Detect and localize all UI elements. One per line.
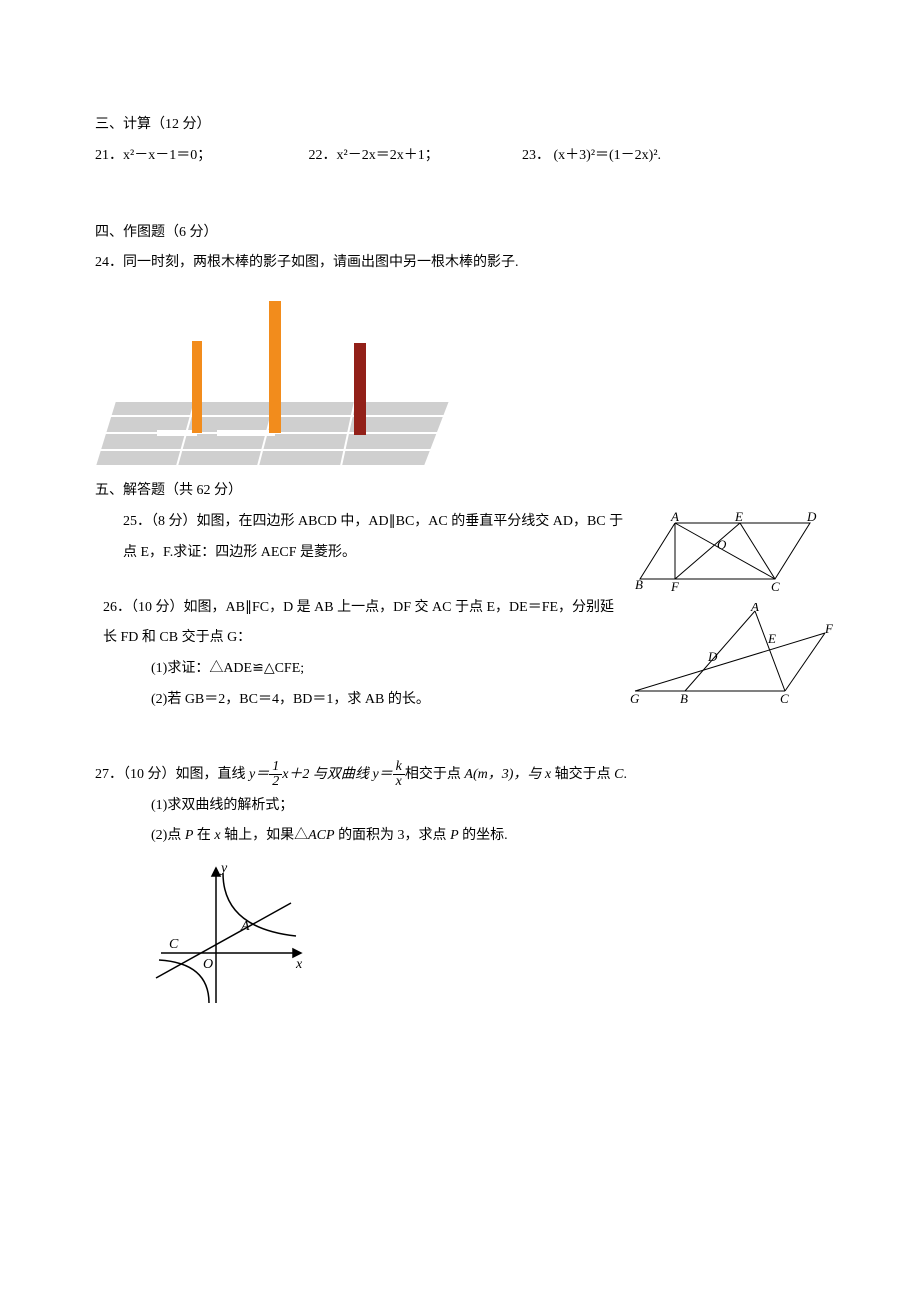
- q27-graph-O: O: [203, 957, 213, 972]
- q26-label-E: E: [767, 631, 776, 646]
- section5-heading: 五、解答题（共 62 分）: [95, 476, 835, 507]
- q26-label-F: F: [824, 621, 834, 636]
- q25-figure: A E D B F C O: [635, 511, 835, 596]
- q25-label-E: E: [734, 511, 743, 524]
- q26-label-D: D: [707, 649, 718, 664]
- q26-figure: A F E D G B C: [630, 603, 835, 703]
- q26-label-B: B: [680, 691, 688, 703]
- q27-end: .: [623, 767, 627, 782]
- q27-graph-y: y: [219, 861, 228, 876]
- q24-figure: [95, 283, 445, 468]
- q25-label-B: B: [635, 577, 643, 592]
- q23: 23． (x＋3)²＝(1－2x)².: [522, 141, 661, 172]
- q27-mid2: 相交于点: [405, 767, 465, 782]
- q22: 22．x²－2x＝2x＋1；: [309, 141, 519, 172]
- calc-equations-row: 21．x²－x－1＝0； 22．x²－2x＝2x＋1； 23． (x＋3)²＝(…: [95, 141, 835, 172]
- q25-label-O: O: [717, 537, 727, 552]
- q27-frac1: 12: [269, 760, 282, 789]
- q26-label-C: C: [780, 691, 789, 703]
- q27-mid3: 轴交于点: [551, 767, 614, 782]
- q21: 21．x²－x－1＝0；: [95, 141, 305, 172]
- q27-A: A: [464, 767, 473, 782]
- q27-graph-x: x: [295, 957, 303, 972]
- q27-sub2: (2)点 P 在 x 轴上，如果△ACP 的面积为 3，求点 P 的坐标.: [95, 821, 835, 852]
- q25-label-A: A: [670, 511, 679, 524]
- q25-label-D: D: [806, 511, 817, 524]
- section3-heading: 三、计算（12 分）: [95, 110, 835, 141]
- q27-frac2: kx: [393, 760, 405, 789]
- q27-graph-A: A: [240, 919, 250, 934]
- q26-label-A: A: [750, 603, 759, 614]
- q27-mid1: x＋2 与双曲线: [282, 767, 372, 782]
- q27-graph: y x O A C: [151, 858, 311, 1008]
- q27-m: (m，3)，与: [473, 767, 545, 782]
- q27-y2: y＝: [372, 767, 392, 782]
- section4-heading: 四、作图题（6 分）: [95, 218, 835, 249]
- q27-y1: y＝: [249, 767, 269, 782]
- q24-text: 24．同一时刻，两根木棒的影子如图，请画出图中另一根木棒的影子.: [95, 248, 835, 279]
- q27-graph-C: C: [169, 937, 179, 952]
- q27-sub1: (1)求双曲线的解析式；: [95, 791, 835, 822]
- q27-prefix: 27．（10 分）如图，直线: [95, 767, 249, 782]
- q26-label-G: G: [630, 691, 640, 703]
- q27-text: 27．（10 分）如图，直线 y＝12x＋2 与双曲线 y＝kx相交于点 A(m…: [95, 760, 835, 791]
